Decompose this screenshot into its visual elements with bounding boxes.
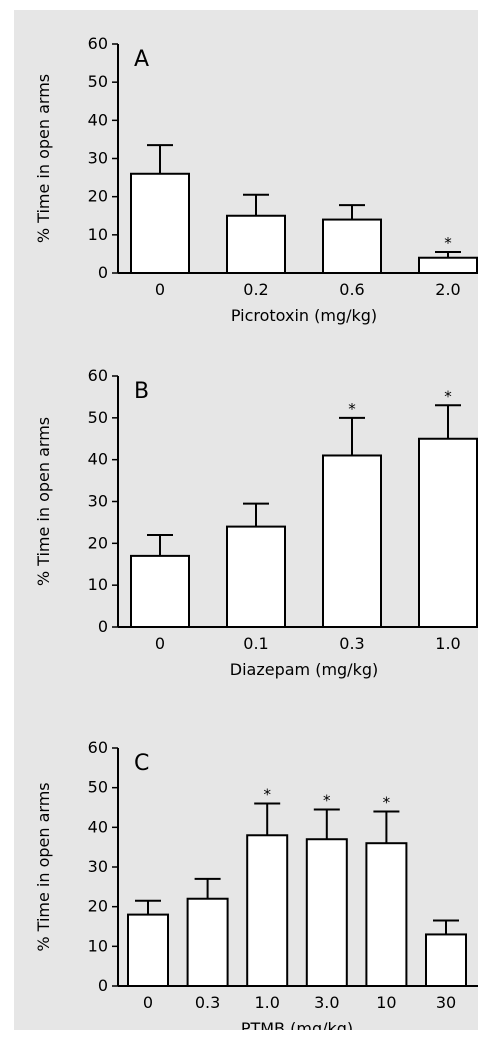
panel-c-bar [186, 897, 229, 988]
panel-b-y-tick-label: 40 [88, 450, 108, 469]
panel-c-y-axis-title: % Time in open arms [34, 782, 53, 951]
panel-c-bar [127, 913, 169, 987]
panel-b-y-tick-label: 20 [88, 533, 108, 552]
panel-c-x-tick-label: 10 [376, 993, 396, 1012]
panel-a-x-tick-label: 2.0 [435, 280, 460, 299]
panel-b-significance-mark: * [348, 400, 356, 418]
panel-b-y-tick-label: 0 [98, 617, 108, 636]
panel-c-significance-mark: * [383, 793, 391, 811]
panel-b-x-axis-title: Diazepam (mg/kg) [230, 660, 378, 679]
panel-a-y-tick-label: 20 [88, 187, 108, 206]
bar-charts: 0 10 20 30 40 50 60 % Time in open arms A 0 0.2 0.6… [34, 34, 478, 1030]
panel-a-x-tick-label: 0.2 [243, 280, 268, 299]
panel-a-bar [322, 218, 382, 274]
panel-c-x-axis-title: PTMB (mg/kg) [241, 1019, 353, 1030]
panel-b-x-tick-label: 0.1 [243, 634, 268, 653]
panel-b-x-tick-label: 1.0 [435, 634, 460, 653]
panel-c-bar [425, 933, 467, 988]
panel-c-y-tick-label: 10 [88, 936, 108, 955]
panel-c-x-tick-label: 0 [143, 993, 153, 1012]
panel-a-y-axis-title: % Time in open arms [34, 74, 53, 243]
panel-c-bar [365, 842, 408, 988]
panel-c-bar [246, 834, 289, 987]
panel-c-x-tick-label: 1.0 [254, 993, 279, 1012]
panel-b-bar [130, 554, 190, 629]
panel-b-bar [226, 525, 286, 628]
panel-a-bar [226, 214, 286, 274]
panel-b-letter: B [134, 379, 149, 404]
panel-b-bar [322, 454, 382, 628]
panel-a-bar [130, 172, 190, 274]
panel-c-y-tick-label: 20 [88, 897, 108, 916]
panel-c-bar [305, 838, 348, 987]
panel-b-bar [418, 437, 478, 628]
panel-b-x-tick-label: 0.3 [339, 634, 364, 653]
panel-b-y-tick-label: 50 [88, 408, 108, 427]
panel-a-x-axis-title: Picrotoxin (mg/kg) [231, 306, 377, 325]
panel-c-significance-mark: * [323, 791, 331, 809]
panel-c-y-tick-label: 30 [88, 857, 108, 876]
panel-a-x-tick-label: 0 [155, 280, 165, 299]
panel-a-bar [418, 256, 478, 275]
panel-b-y-tick-label: 60 [88, 366, 108, 385]
panel-c-x-tick-label: 3.0 [314, 993, 339, 1012]
panel-a-y-tick-label: 50 [88, 72, 108, 91]
panel-a-x-tick-label: 0.6 [339, 280, 364, 299]
panel-a-letter: A [134, 47, 149, 72]
panel-a-y-tick-label: 10 [88, 225, 108, 244]
panel-b-significance-mark: * [444, 387, 452, 405]
panel-a-y-tick-label: 30 [88, 149, 108, 168]
panel-c-y-tick-label: 40 [88, 817, 108, 836]
panel-c-y-tick-label: 0 [98, 976, 108, 995]
panel-a-y-tick-label: 60 [88, 34, 108, 53]
panel-c-y-tick-label: 50 [88, 778, 108, 797]
figure: 0 10 20 30 40 50 60 % Time in open arms A 0 0.2 0.6… [14, 10, 478, 1030]
panel-a-y-tick-label: 40 [88, 110, 108, 129]
panel-c-y-tick-label: 60 [88, 738, 108, 757]
panel-c-letter: C [134, 751, 149, 776]
panel-c-x-tick-label: 0.3 [195, 993, 220, 1012]
panel-a-significance-mark: * [444, 234, 452, 252]
panel-b-y-tick-label: 10 [88, 575, 108, 594]
panel-c-significance-mark: * [263, 786, 271, 804]
panel-b-x-tick-label: 0 [155, 634, 165, 653]
panel-b-y-tick-label: 30 [88, 492, 108, 511]
panel-c-x-tick-label: 30 [436, 993, 456, 1012]
panel-a-y-tick-label: 0 [98, 263, 108, 282]
panel-b-y-axis-title: % Time in open arms [34, 417, 53, 586]
